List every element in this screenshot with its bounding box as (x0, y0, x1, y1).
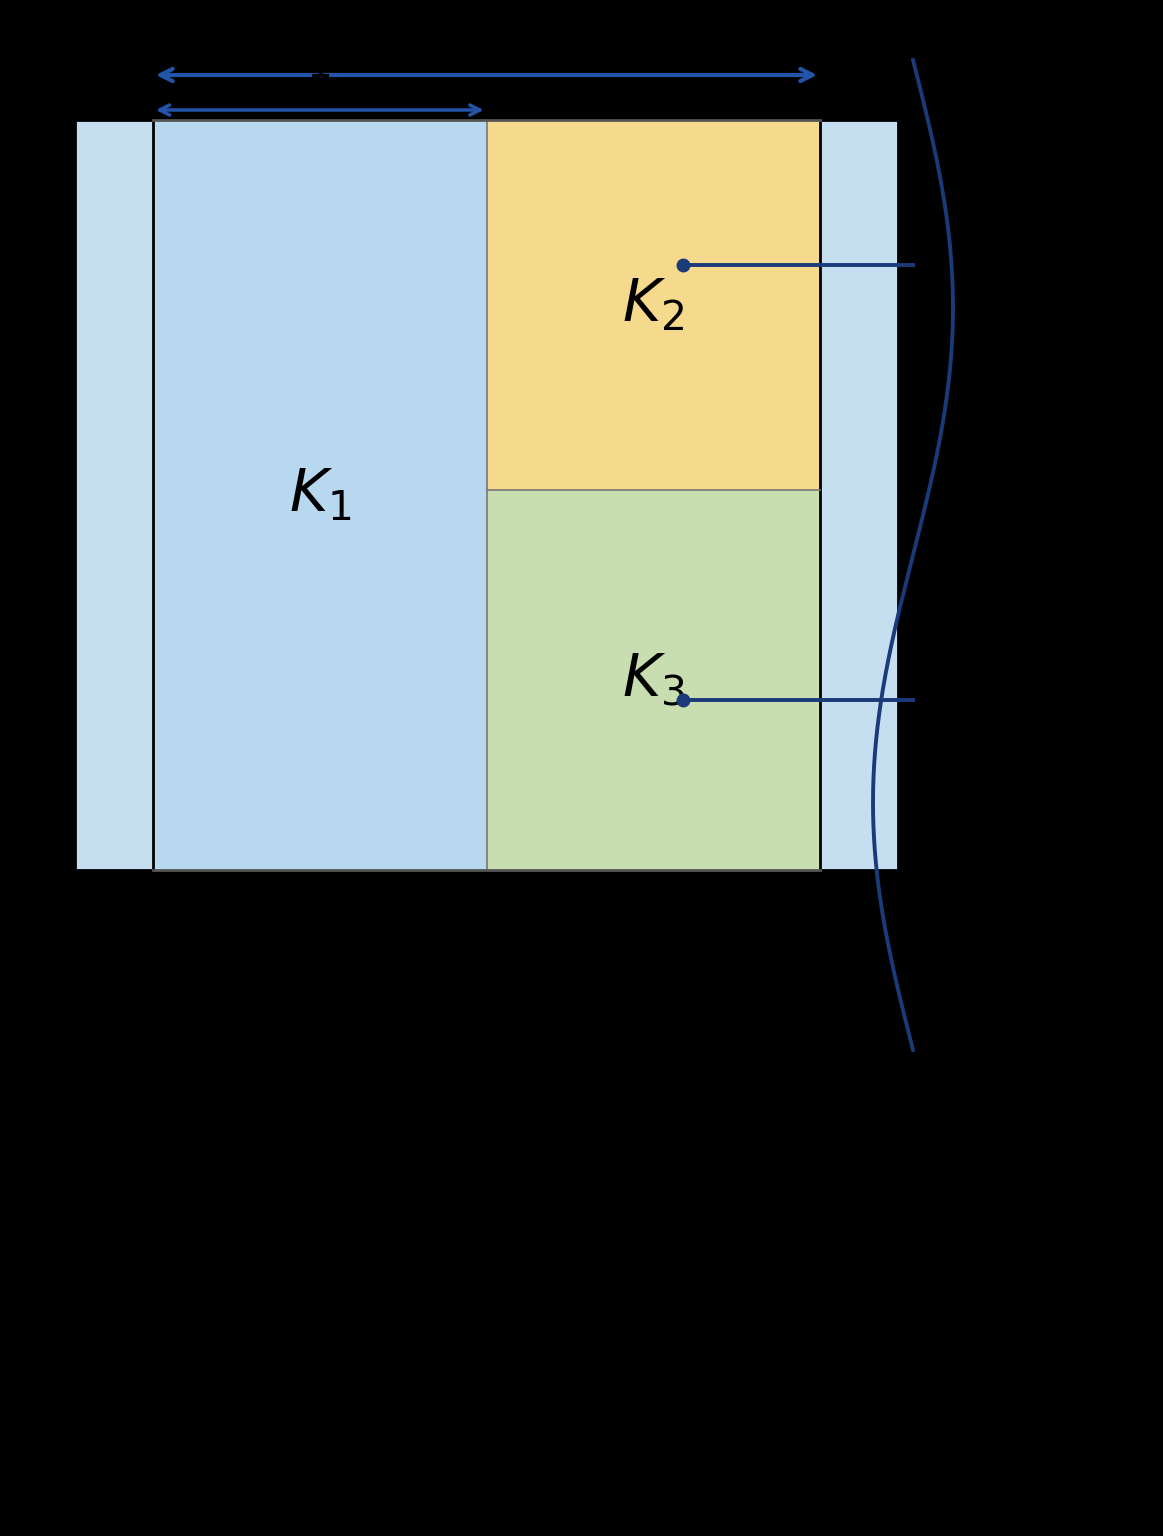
Text: $K_2$: $K_2$ (622, 276, 684, 333)
Bar (154, 120, 486, 869)
Text: $d_1$: $d_1$ (269, 22, 330, 80)
Bar (74, 120, 154, 869)
Bar (486, 490, 820, 869)
Text: $K_1$: $K_1$ (288, 467, 351, 524)
Text: $K_3$: $K_3$ (622, 651, 685, 708)
Bar (486, 120, 820, 490)
Bar (820, 120, 898, 869)
